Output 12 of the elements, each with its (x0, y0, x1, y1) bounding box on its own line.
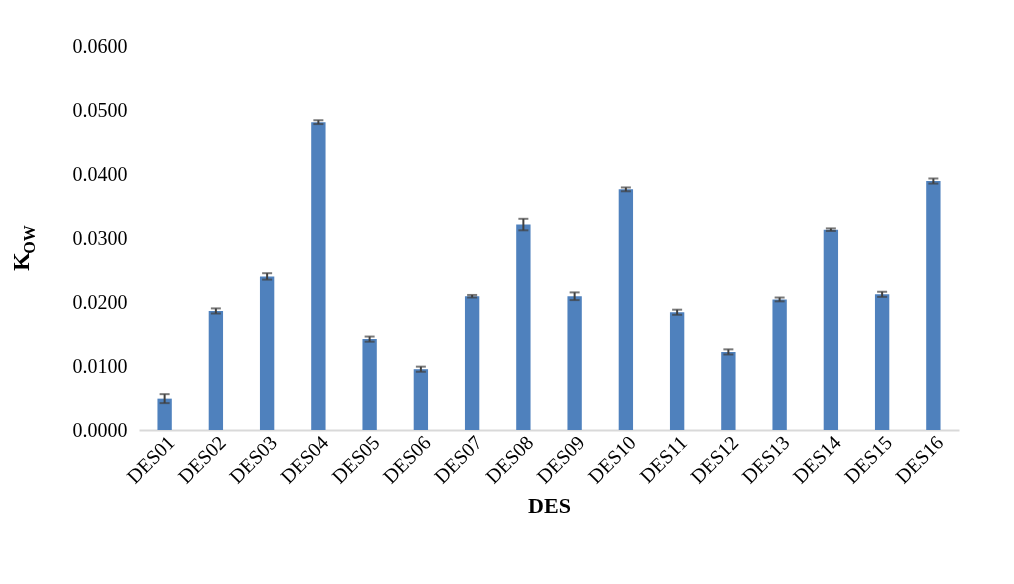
y-tick-label: 0.0500 (72, 98, 128, 121)
y-axis-title: KOW (8, 225, 38, 271)
y-tick-label: 0.0400 (72, 162, 128, 185)
x-axis-title: DES (528, 492, 571, 518)
y-tick-label: 0.0000 (72, 418, 128, 441)
bar (516, 224, 531, 430)
bar (464, 296, 480, 430)
y-tick-label: 0.0300 (72, 226, 128, 249)
y-tick-label: 0.0100 (72, 354, 128, 377)
bar (823, 229, 839, 430)
y-tick-label: 0.0600 (72, 34, 128, 57)
y-tick-label: 0.0200 (72, 290, 128, 313)
